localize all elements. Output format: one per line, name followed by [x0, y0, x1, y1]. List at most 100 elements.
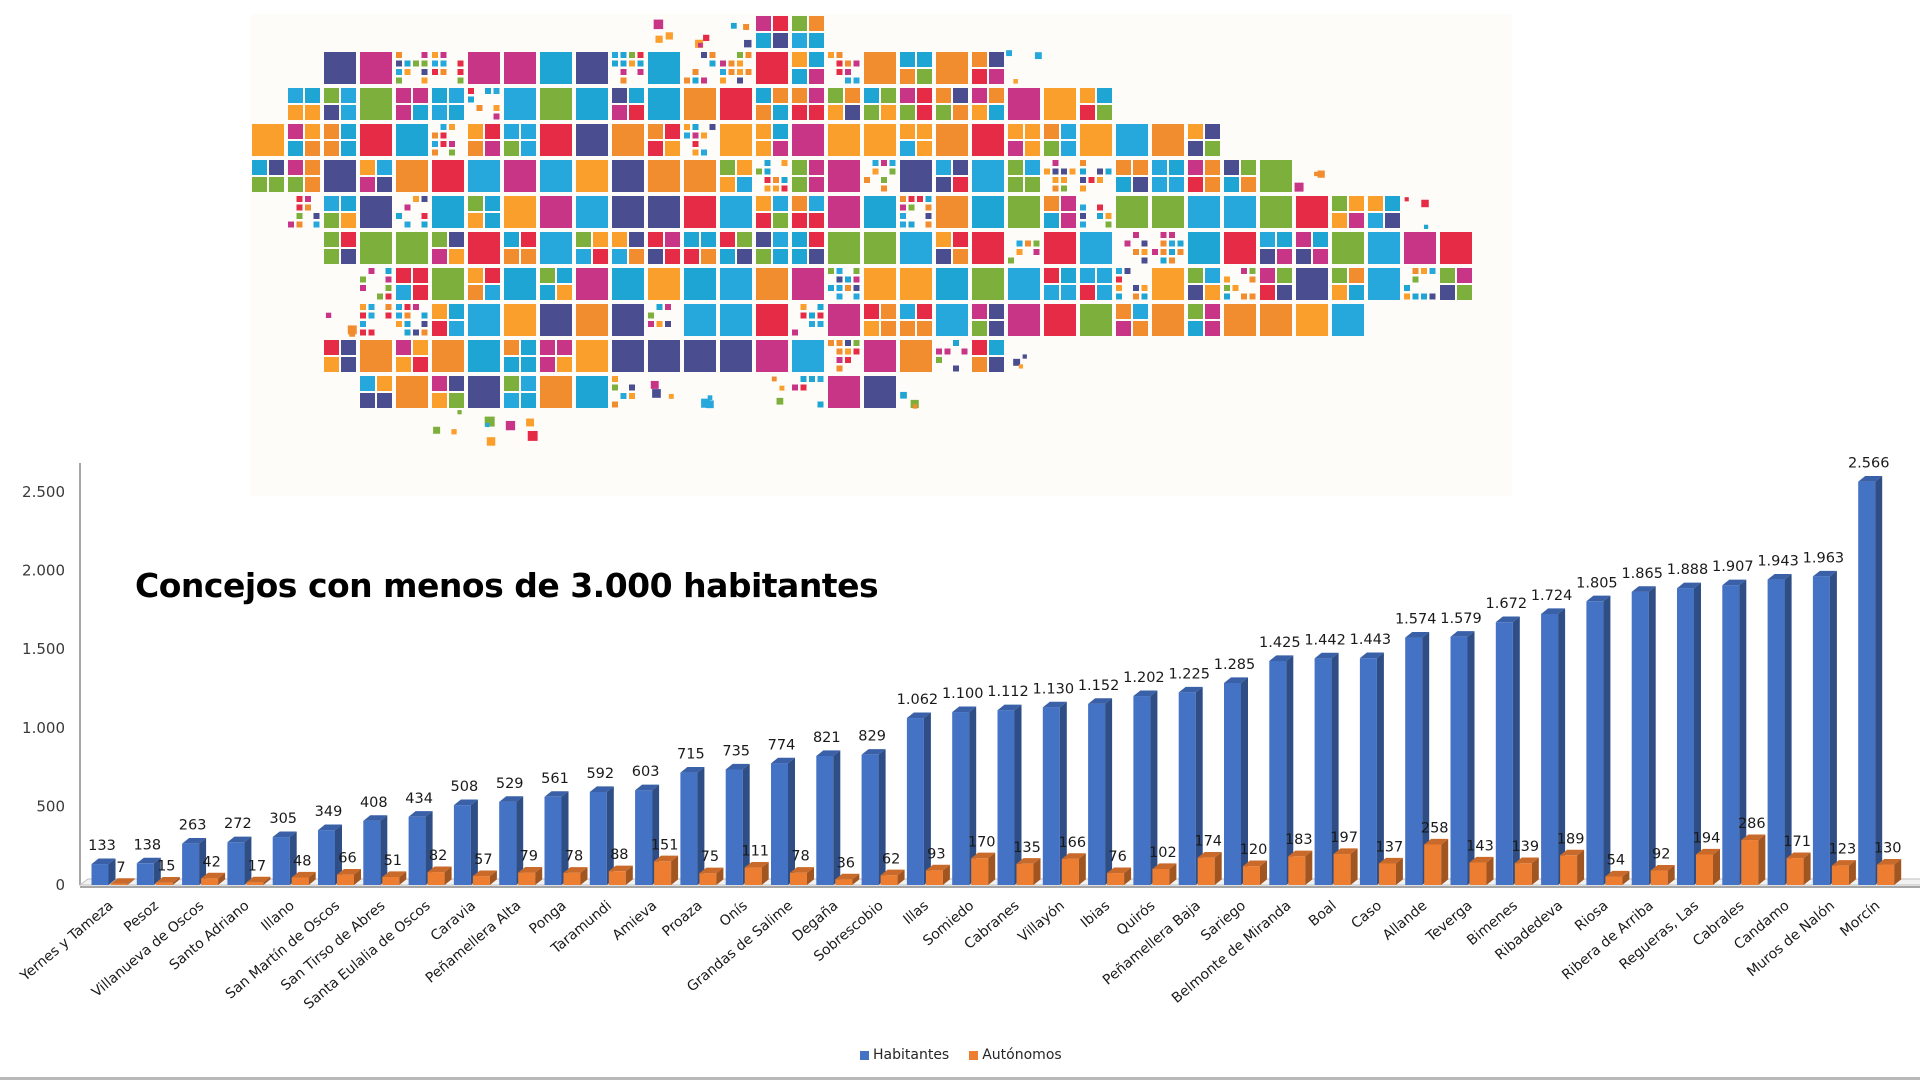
bar-habitantes-side — [1241, 677, 1248, 885]
bar-habitantes-top — [816, 750, 841, 756]
value-label-habitantes: 434 — [405, 791, 433, 807]
map-tile — [1368, 213, 1383, 228]
map-tile — [449, 124, 455, 130]
map-tile — [756, 88, 771, 103]
bar-autonomos-front — [699, 873, 717, 885]
map-tile — [764, 177, 771, 183]
bar-habitantes-side — [380, 815, 388, 885]
bar-habitantes-side — [742, 763, 750, 885]
map-tile — [648, 88, 680, 120]
map-tile — [1141, 257, 1148, 264]
map-tile — [853, 268, 860, 274]
map-tile — [521, 340, 536, 355]
bar-habitantes — [1767, 573, 1792, 885]
map-tile — [1294, 182, 1304, 192]
bar-autonomos — [971, 852, 996, 885]
map-tile — [557, 340, 572, 355]
map-tile — [504, 249, 519, 264]
map-tile — [720, 232, 735, 247]
bar-autonomos-front — [1152, 868, 1170, 885]
bar-autonomos — [925, 864, 950, 885]
bar-autonomos-top — [1831, 860, 1856, 866]
map-tile — [1097, 168, 1103, 175]
map-tile — [1404, 197, 1409, 202]
map-tile — [612, 340, 644, 372]
value-label-habitantes: 1.574 — [1395, 612, 1437, 628]
bar-habitantes-top — [408, 811, 433, 817]
bar-autonomos — [1424, 838, 1449, 885]
map-tile — [872, 160, 879, 166]
bar-autonomos-front — [971, 858, 989, 885]
map-tile — [900, 196, 906, 202]
map-tile — [1152, 196, 1184, 228]
map-tile — [526, 418, 534, 427]
map-tile — [1188, 124, 1203, 139]
map-tile — [756, 249, 771, 264]
value-label-habitantes: 1.963 — [1803, 550, 1845, 566]
map-tile — [792, 177, 807, 192]
map-tile — [1423, 224, 1429, 229]
map-tile — [900, 105, 915, 120]
bar-habitantes-front — [136, 863, 154, 885]
bar-habitantes-side — [1694, 582, 1701, 885]
bar-habitantes-top — [1224, 677, 1248, 683]
map-tile — [792, 69, 807, 84]
map-tile — [853, 276, 860, 283]
map-tile — [1116, 160, 1131, 175]
map-tile — [1080, 160, 1086, 166]
category-label: Illas — [900, 898, 932, 928]
bar-habitantes — [318, 824, 342, 885]
map-tile — [1205, 177, 1220, 192]
map-tile — [728, 60, 735, 67]
map-tile — [637, 60, 644, 67]
bar-habitantes-top — [453, 799, 478, 806]
value-label-habitantes: 1.112 — [987, 684, 1029, 700]
bar-habitantes-top — [1042, 701, 1067, 708]
bar-autonomos-top — [608, 865, 633, 872]
value-label-autonomos: 78 — [791, 849, 809, 865]
map-tile — [1313, 249, 1328, 264]
map-tile — [324, 141, 339, 156]
map-tile — [864, 268, 896, 300]
bar-autonomos-side — [1305, 850, 1313, 885]
bar-autonomos-top — [1288, 850, 1313, 857]
value-label-autonomos: 42 — [202, 854, 220, 870]
map-tile — [521, 232, 536, 247]
map-tile — [917, 124, 932, 139]
map-tile — [1169, 160, 1184, 175]
value-label-autonomos: 51 — [384, 853, 402, 869]
map-tile — [1385, 213, 1400, 228]
value-label-autonomos: 111 — [741, 844, 769, 860]
map-tile — [612, 384, 618, 391]
map-tile — [1224, 177, 1239, 192]
map-tile — [1188, 268, 1203, 283]
bar-habitantes-front — [1224, 682, 1241, 885]
map-tile — [773, 213, 788, 228]
map-tile — [684, 340, 716, 372]
map-tile — [720, 77, 726, 84]
map-tile — [1249, 293, 1256, 300]
bar-autonomos — [1786, 852, 1811, 885]
bar-habitantes-top — [1450, 631, 1475, 637]
map-tile — [421, 77, 428, 84]
map-tile — [396, 268, 411, 283]
bar-autonomos — [1877, 858, 1902, 885]
map-tile — [698, 42, 703, 48]
bar-habitantes — [91, 858, 116, 885]
value-label-habitantes: 1.202 — [1123, 670, 1165, 686]
map-tile — [1421, 268, 1427, 274]
bar-habitantes-side — [1150, 690, 1158, 885]
map-tile — [720, 304, 752, 336]
map-tile — [288, 88, 303, 103]
map-tile — [845, 105, 860, 120]
bar-habitantes-front — [1269, 660, 1287, 885]
bar-habitantes-side — [1829, 570, 1837, 885]
map-tile — [1044, 196, 1059, 211]
map-tile — [377, 160, 392, 175]
bar-habitantes-top — [906, 712, 931, 719]
map-tile — [612, 401, 618, 408]
map-tile — [1080, 105, 1095, 120]
map-tile — [912, 404, 918, 409]
bar-autonomos-side — [1260, 860, 1267, 885]
value-label-autonomos: 82 — [429, 848, 447, 864]
